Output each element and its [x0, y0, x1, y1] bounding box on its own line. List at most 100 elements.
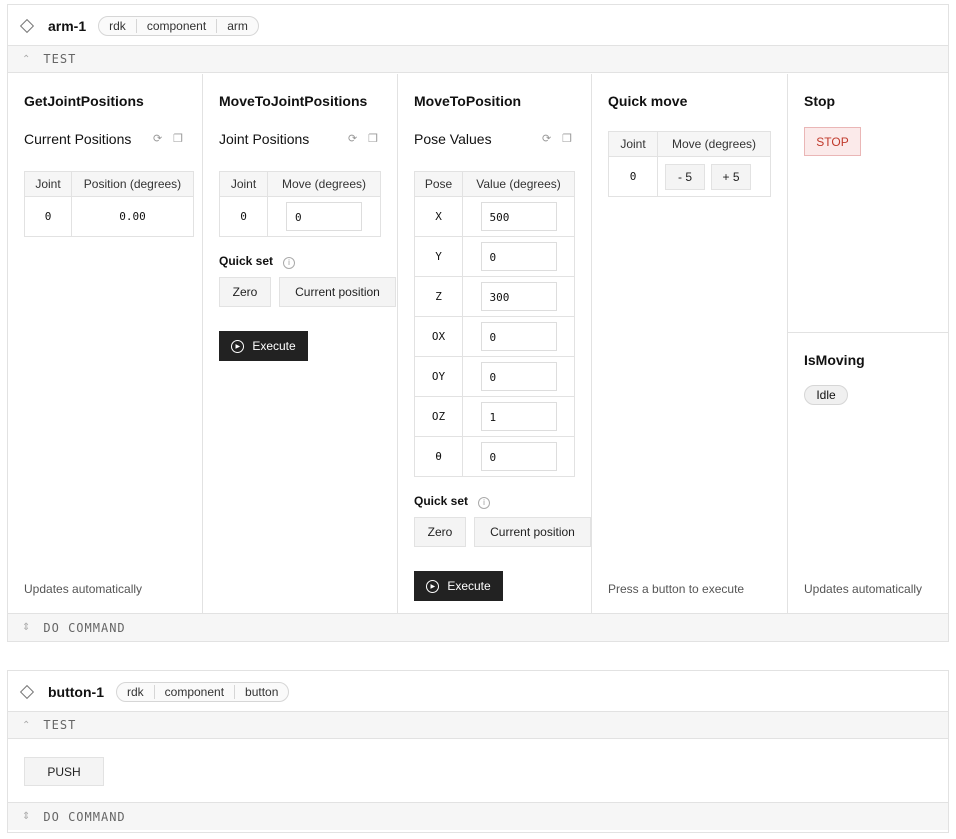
panel-footer: Updates automatically [804, 582, 923, 596]
column-header: Move (degrees) [657, 131, 771, 157]
panel-title: IsMoving [804, 352, 865, 368]
do-command-toggle[interactable]: ⇕ DO COMMAND [8, 802, 948, 830]
breadcrumb-item: component [135, 18, 216, 33]
expand-icon: ⇕ [22, 622, 32, 633]
table-row: Z 300 [414, 276, 575, 317]
component-name: button-1 [48, 683, 104, 700]
panel-subtitle: Current Positions [24, 131, 132, 147]
pose-y-input[interactable]: 0 [480, 242, 557, 271]
panel-title: Stop [804, 93, 836, 109]
collapse-icon: ⌃ [22, 53, 32, 65]
zero-button[interactable]: Zero [219, 277, 271, 307]
current-position-button[interactable]: Current position [279, 277, 396, 307]
pose-ox-input[interactable]: 0 [480, 322, 557, 351]
pose-cell: Z [414, 276, 463, 317]
move-to-position-panel: MoveToPosition Pose Values ⟳ ❐ Pose Value… [398, 74, 592, 613]
do-command-toggle[interactable]: ⇕ DO COMMAND [8, 613, 948, 641]
panel-title: Quick move [608, 93, 688, 109]
quick-set-text: Quick set [219, 254, 274, 268]
column-header: Position (degrees) [71, 171, 194, 197]
pose-oy-input[interactable]: 0 [480, 362, 557, 391]
refresh-icon[interactable]: ⟳ [348, 133, 358, 145]
breadcrumb-item: rdk [109, 18, 126, 33]
table-row: OX 0 [414, 316, 575, 357]
pose-theta-input[interactable]: 0 [480, 442, 557, 471]
breadcrumb: rdk component button [115, 681, 290, 702]
execute-button[interactable]: ▶ Execute [219, 331, 308, 361]
push-button[interactable]: PUSH [24, 757, 104, 786]
joint-move-input[interactable]: 0 [286, 202, 362, 231]
breadcrumb-item: arm [216, 18, 258, 33]
column-header: Value (degrees) [462, 171, 575, 197]
component-diamond-icon [19, 18, 35, 33]
info-icon[interactable]: i [283, 257, 296, 269]
breadcrumb-item: button [234, 684, 288, 699]
joint-cell: 0 [219, 196, 268, 237]
table-row: OY 0 [414, 356, 575, 397]
copy-icon[interactable]: ❐ [368, 133, 378, 145]
joint-cell: 0 [608, 156, 658, 197]
table-row: 0 0.00 [24, 196, 194, 237]
column-header: Joint [608, 131, 658, 157]
current-position-button[interactable]: Current position [474, 517, 591, 547]
table-row: X 500 [414, 196, 575, 237]
breadcrumb-item: component [153, 684, 234, 699]
stop-button[interactable]: STOP [804, 127, 861, 156]
pose-cell: OX [414, 316, 463, 357]
positions-table: Joint Position (degrees) 0 0.00 [24, 171, 194, 237]
do-command-label: DO COMMAND [43, 620, 126, 635]
copy-icon[interactable]: ❐ [173, 133, 183, 145]
test-label: TEST [43, 718, 77, 732]
pose-cell: OZ [414, 396, 463, 437]
copy-icon[interactable]: ❐ [562, 133, 572, 145]
minus-5-button[interactable]: - 5 [665, 164, 705, 190]
panel-title: MoveToJointPositions [219, 93, 368, 109]
expand-icon: ⇕ [22, 811, 32, 822]
play-icon: ▶ [426, 579, 440, 593]
column-header: Pose [414, 171, 463, 197]
pose-cell: Y [414, 236, 463, 277]
component-name: arm-1 [48, 17, 87, 34]
get-joint-positions-panel: GetJointPositions Current Positions ⟳ ❐ … [8, 74, 203, 613]
move-to-joint-positions-panel: MoveToJointPositions Joint Positions ⟳ ❐… [203, 74, 398, 613]
execute-button[interactable]: ▶ Execute [414, 571, 503, 601]
refresh-icon[interactable]: ⟳ [153, 133, 163, 145]
pose-oz-input[interactable]: 1 [480, 402, 557, 431]
test-section-toggle[interactable]: ⌃ TEST [8, 45, 948, 73]
plus-5-button[interactable]: + 5 [711, 164, 751, 190]
card-header: arm-1 rdk component arm [8, 5, 948, 46]
panel-footer: Press a button to execute [608, 582, 745, 596]
panel-title: MoveToPosition [414, 93, 522, 109]
arm-card: arm-1 rdk component arm ⌃ TEST GetJointPo… [7, 4, 949, 642]
panel-subtitle: Pose Values [414, 131, 492, 147]
execute-label: Execute [252, 339, 296, 353]
panel-footer: Updates automatically [24, 582, 143, 596]
quick-move-panel: Quick move Joint Move (degrees) 0 - 5 + 5… [592, 74, 788, 613]
is-moving-panel: IsMoving Idle Updates automatically [788, 333, 948, 613]
refresh-icon[interactable]: ⟳ [542, 133, 552, 145]
pose-cell: θ [414, 436, 463, 477]
breadcrumb: rdk component arm [98, 15, 259, 36]
button-card: button-1 rdk component button ⌃ TEST PUSH… [7, 670, 949, 833]
pose-z-input[interactable]: 300 [480, 282, 557, 311]
panel-title: GetJointPositions [24, 93, 144, 109]
test-section-toggle[interactable]: ⌃ TEST [8, 711, 948, 739]
quick-set-label: Quick set i [219, 254, 296, 269]
test-label: TEST [43, 52, 77, 66]
card-header: button-1 rdk component button [8, 671, 948, 712]
breadcrumb-item: rdk [126, 684, 144, 699]
do-command-label: DO COMMAND [43, 809, 126, 824]
info-icon[interactable]: i [478, 497, 491, 509]
stop-panel: Stop STOP [788, 74, 948, 333]
execute-label: Execute [447, 579, 491, 593]
zero-button[interactable]: Zero [414, 517, 466, 547]
position-cell: 0.00 [71, 196, 194, 237]
joint-cell: 0 [24, 196, 72, 237]
pose-x-input[interactable]: 500 [480, 202, 557, 231]
panel-subtitle: Joint Positions [219, 131, 310, 147]
